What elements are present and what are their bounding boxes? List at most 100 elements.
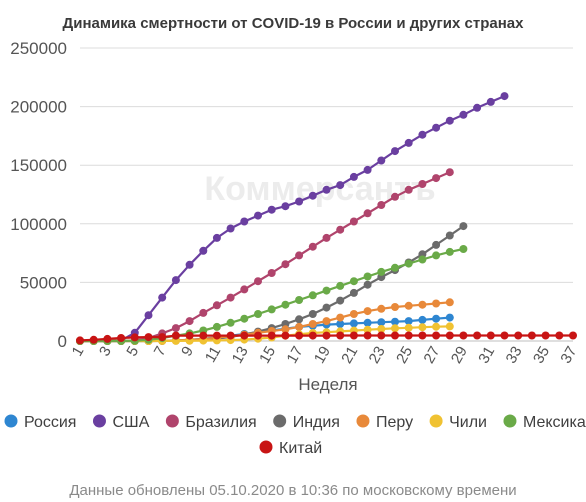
- x-tick-label: 5: [123, 344, 142, 360]
- data-point: [281, 331, 290, 340]
- data-point: [295, 251, 304, 260]
- data-point: [295, 197, 304, 206]
- data-point: [158, 333, 167, 342]
- data-point: [391, 331, 399, 340]
- x-axis-ticks: 1 3 5 7 9 11 13 15 17 19 21 23 25 27 29 31 33 35 37: [69, 344, 581, 367]
- x-tick-label: 37: [557, 344, 580, 367]
- data-point: [432, 240, 441, 249]
- series-line: [80, 95, 505, 343]
- legend-marker: [165, 414, 179, 428]
- legend-marker: [273, 414, 287, 428]
- legend-label: Китай: [279, 440, 322, 457]
- data-point: [404, 301, 413, 310]
- chart-title: Динамика смертности от COVID-19 в России…: [63, 15, 525, 32]
- x-tick-label: 13: [229, 344, 252, 367]
- data-point: [336, 225, 345, 234]
- data-point: [336, 281, 345, 290]
- legend-marker: [259, 440, 273, 454]
- data-point: [500, 331, 509, 340]
- data-point: [295, 296, 304, 304]
- data-point: [349, 288, 358, 297]
- data-point: [445, 313, 454, 322]
- data-point: [555, 331, 564, 340]
- data-point: [418, 323, 427, 332]
- legend-marker: [503, 414, 517, 428]
- data-point: [349, 310, 358, 318]
- x-tick-label: 9: [178, 344, 197, 360]
- y-tick-label: 250000: [10, 39, 67, 58]
- x-tick-label: 1: [69, 344, 88, 360]
- data-point: [267, 305, 276, 314]
- y-tick-label: 150000: [10, 156, 67, 175]
- data-point: [322, 185, 331, 194]
- series-Китай: [76, 331, 577, 345]
- data-point: [308, 242, 317, 251]
- data-point: [391, 324, 399, 333]
- series-США: [76, 92, 509, 345]
- data-point: [404, 317, 413, 326]
- data-point: [432, 322, 441, 331]
- data-point: [500, 92, 509, 101]
- x-tick-label: 33: [503, 344, 526, 367]
- legend-item: Перу: [356, 414, 413, 431]
- x-tick-label: 19: [311, 344, 334, 367]
- data-point: [254, 331, 262, 340]
- data-point: [240, 285, 249, 294]
- data-point: [240, 314, 249, 323]
- data-point: [404, 185, 413, 194]
- data-point: [377, 201, 386, 209]
- legend-label: Чили: [449, 414, 487, 431]
- data-point: [158, 293, 167, 302]
- legend-item: Россия: [4, 414, 76, 431]
- data-point: [363, 318, 372, 327]
- data-point: [103, 334, 112, 343]
- data-point: [349, 331, 358, 340]
- data-point: [199, 331, 208, 340]
- legend: Россия США Бразилия Индия Перу Чили Мексика Кит…: [4, 414, 586, 457]
- data-point: [418, 180, 427, 188]
- data-point: [322, 331, 331, 340]
- data-point: [363, 307, 372, 316]
- data-point: [432, 331, 441, 340]
- legend-item: Чили: [429, 414, 487, 431]
- y-axis-ticks: 0 50000 100000 150000 200000 250000: [10, 39, 67, 351]
- data-point: [130, 333, 139, 342]
- data-point: [391, 147, 399, 156]
- x-tick-label: 17: [284, 344, 307, 367]
- data-point: [185, 260, 194, 269]
- data-point: [445, 116, 454, 125]
- data-point: [171, 324, 180, 333]
- data-point: [240, 217, 249, 226]
- data-point: [308, 320, 317, 328]
- data-point: [226, 293, 235, 302]
- data-point: [445, 322, 454, 331]
- data-point: [240, 331, 249, 340]
- data-point: [322, 317, 331, 326]
- data-point: [432, 123, 441, 132]
- legend-label: Перу: [376, 414, 413, 431]
- legend-item: Мексика: [503, 414, 586, 431]
- data-point: [363, 325, 372, 334]
- data-point: [418, 130, 427, 139]
- legend-label: Бразилия: [185, 414, 256, 431]
- data-point: [459, 110, 468, 119]
- data-point: [281, 202, 290, 211]
- legend-marker: [356, 414, 370, 428]
- x-tick-label: 15: [256, 344, 279, 367]
- data-point: [473, 103, 482, 112]
- legend-item: Бразилия: [165, 414, 257, 431]
- data-point: [377, 331, 386, 340]
- data-point: [391, 303, 399, 311]
- data-point: [295, 315, 304, 324]
- data-point: [308, 291, 317, 300]
- data-update-note: Данные обновлены 05.10.2020 в 10:36 по м…: [69, 482, 517, 499]
- data-point: [514, 331, 523, 340]
- data-point: [144, 333, 153, 342]
- data-point: [212, 331, 221, 340]
- chart-svg: Динамика смертности от COVID-19 в России…: [4, 15, 586, 457]
- data-point: [281, 300, 290, 309]
- data-point: [377, 318, 386, 327]
- legend-marker: [4, 414, 18, 428]
- data-point: [308, 310, 317, 318]
